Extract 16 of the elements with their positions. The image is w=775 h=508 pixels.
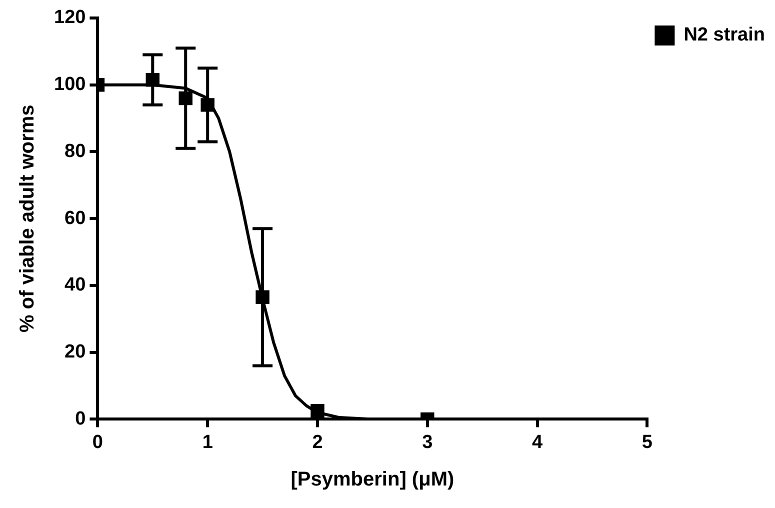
x-tick-label: 2 — [312, 432, 323, 453]
x-tick-label: 0 — [92, 432, 103, 453]
legend-label: N2 strain — [684, 24, 766, 46]
y-tick-label: 20 — [64, 342, 86, 363]
y-tick-label: 120 — [54, 7, 86, 28]
x-tick-label: 4 — [532, 432, 544, 453]
x-tick-label: 5 — [642, 432, 653, 453]
y-tick-label: 100 — [54, 74, 86, 96]
y-tick-label: 80 — [64, 140, 86, 162]
y-tick-label: 60 — [64, 208, 86, 229]
x-tick-label: 1 — [202, 432, 214, 453]
y-tick-label: 0 — [75, 408, 86, 430]
y-axis-title: % of viable adult worms — [16, 104, 39, 333]
x-tick-label: 3 — [422, 432, 433, 453]
y-tick-label: 40 — [64, 274, 86, 296]
x-axis-title: [Psymberin] (μM) — [290, 468, 454, 491]
